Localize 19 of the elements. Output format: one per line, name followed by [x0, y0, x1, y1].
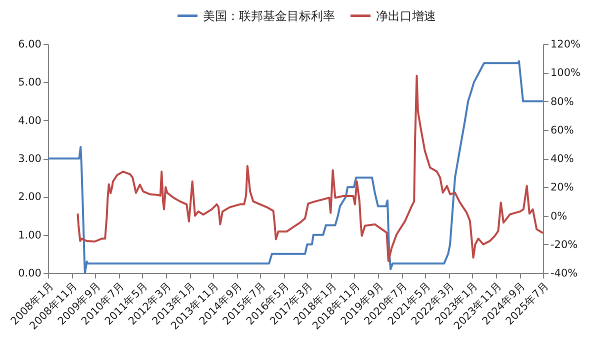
line-series: [76, 74, 544, 262]
y-tick-label: 1.00: [18, 229, 42, 242]
y-tick-label: 6.00: [18, 38, 42, 50]
y2-tick-label: 60%: [550, 124, 574, 136]
y2-tick-label: 100%: [550, 67, 581, 80]
y2-tick-label: 40%: [550, 153, 574, 165]
legend-label: 美国：联邦基金目标利率: [203, 8, 335, 23]
y-tick-label: 5.00: [18, 76, 42, 89]
y2-tick-label: 0%: [550, 210, 568, 222]
legend-label: 净出口增速: [376, 8, 436, 23]
y-tick-label: 2.00: [18, 191, 42, 204]
y-tick-label: 4.00: [18, 114, 42, 127]
y-tick-label: 3.00: [18, 153, 42, 165]
y-tick-label: 0.00: [18, 268, 42, 280]
y2-tick-label: 80%: [550, 96, 574, 108]
y2-tick-label: 120%: [550, 38, 581, 50]
y2-tick-label: -40%: [550, 268, 578, 280]
y2-tick-label: -20%: [550, 238, 578, 251]
y2-tick-label: 20%: [550, 182, 574, 194]
